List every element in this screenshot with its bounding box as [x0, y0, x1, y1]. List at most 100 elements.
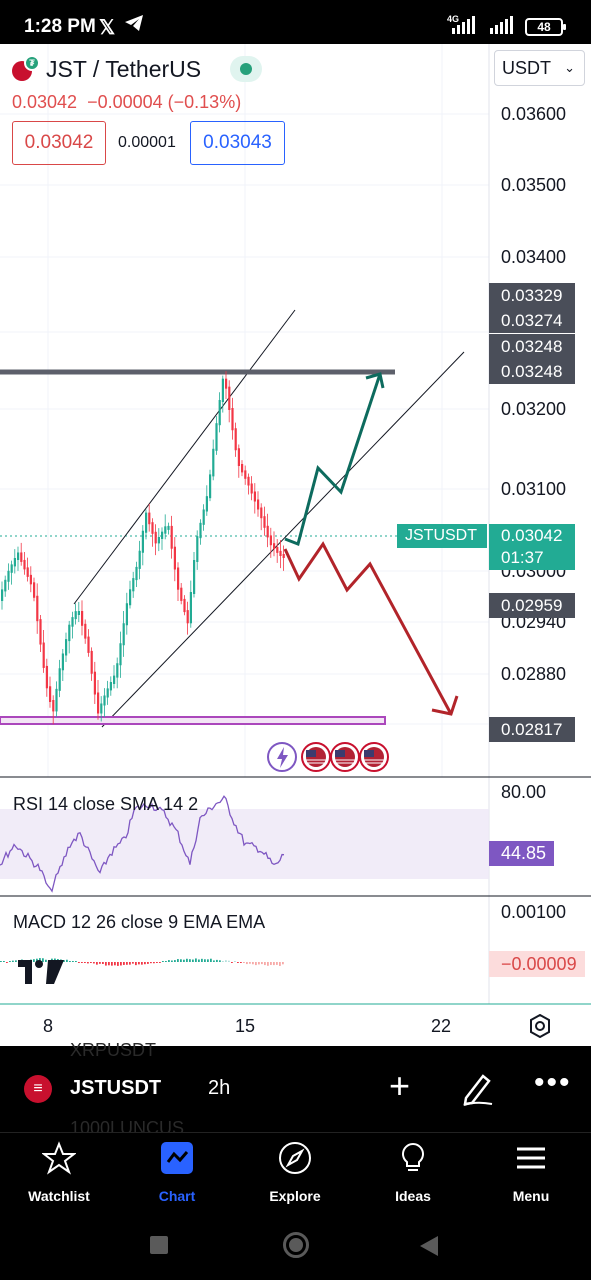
- interval-selector[interactable]: 2h: [208, 1077, 231, 1099]
- price-tag[interactable]: 0.02959: [489, 593, 575, 618]
- candle-body: [125, 603, 128, 626]
- sell-button[interactable]: 0.03042: [12, 121, 106, 165]
- candle-body: [186, 610, 189, 624]
- star-icon: [42, 1141, 76, 1175]
- macd-bar: [261, 962, 263, 965]
- candle-body: [180, 587, 183, 601]
- chart-icon: [161, 1142, 193, 1174]
- candle-body: [273, 543, 276, 550]
- price-tag[interactable]: 0.03274: [489, 308, 575, 333]
- candle-body: [17, 552, 20, 560]
- macd-bar: [153, 962, 155, 964]
- candle-body: [221, 378, 224, 402]
- candle-body: [106, 688, 109, 698]
- macd-bar: [144, 962, 146, 965]
- symbol-selector[interactable]: JSTUSDT: [70, 1077, 162, 1099]
- macd-bar: [138, 962, 140, 965]
- candle-body: [177, 567, 180, 590]
- lightbulb-icon: [402, 1142, 424, 1171]
- macd-bar: [84, 962, 86, 963]
- candle-body: [164, 526, 167, 534]
- bar-countdown: 01:37: [501, 548, 544, 567]
- candle-body: [170, 525, 173, 549]
- rsi-line: [0, 795, 285, 893]
- price-tag[interactable]: 0.03248: [489, 334, 575, 359]
- candle-body: [161, 531, 164, 539]
- price-tag[interactable]: 0.02817: [489, 717, 575, 742]
- macd-bar: [171, 960, 173, 962]
- candle-body: [205, 496, 208, 512]
- candle-body: [260, 507, 263, 519]
- macd-bar: [174, 960, 176, 962]
- macd-bar: [141, 962, 143, 965]
- candle-body: [129, 589, 132, 606]
- candle-body: [29, 574, 32, 585]
- network-type: 4G: [447, 14, 460, 24]
- candle-body: [116, 663, 119, 678]
- candle-body: [257, 499, 260, 510]
- candle-body: [77, 611, 80, 615]
- signal-icon: [452, 16, 475, 34]
- buy-button[interactable]: 0.03043: [190, 121, 285, 165]
- battery-level: 48: [537, 20, 551, 34]
- price-tag[interactable]: 0.03329: [489, 283, 575, 308]
- macd-bar: [189, 959, 191, 962]
- candle-body: [26, 567, 29, 577]
- nav-label: Menu: [512, 1188, 550, 1204]
- candle-body: [68, 624, 71, 642]
- candle-body: [241, 464, 244, 473]
- macd-bar: [150, 962, 152, 964]
- symbol-toolbar: XRPUSDT 1000LUNCUS ≡ JSTUSDT 2h + •••: [0, 1040, 591, 1138]
- nav-menu[interactable]: Menu: [481, 1133, 581, 1213]
- candle-body: [138, 550, 141, 569]
- rsi-title[interactable]: RSI 14 close SMA 14 2: [13, 794, 199, 814]
- bullish-scenario-arrow: [284, 373, 382, 547]
- macd-bar: [132, 962, 134, 964]
- hamburger-icon: [517, 1147, 545, 1169]
- drawing-pen-icon[interactable]: [461, 1070, 495, 1106]
- nav-label: Chart: [158, 1188, 196, 1204]
- macd-bar: [243, 962, 245, 963]
- chart-canvas[interactable]: [0, 44, 591, 1046]
- home-icon[interactable]: [283, 1232, 309, 1258]
- macd-bar: [282, 962, 284, 965]
- macd-bar: [255, 962, 257, 966]
- candle-body: [266, 525, 269, 538]
- nav-explore[interactable]: Explore: [245, 1133, 345, 1213]
- back-icon[interactable]: [420, 1236, 438, 1256]
- macd-bar: [15, 960, 17, 962]
- candle-body: [151, 522, 154, 534]
- candle-body: [135, 566, 138, 581]
- candle-body: [228, 386, 231, 410]
- candle-body: [209, 474, 212, 499]
- recents-icon[interactable]: [150, 1236, 168, 1254]
- plus-icon[interactable]: +: [389, 1065, 411, 1106]
- candle-body: [84, 623, 87, 639]
- macd-title[interactable]: MACD 12 26 close 9 EMA EMA: [13, 912, 266, 932]
- candle-body: [113, 675, 116, 684]
- candle-body: [132, 578, 135, 592]
- symbol-title[interactable]: JST / TetherUS: [46, 56, 202, 82]
- macd-value-tag: −0.00009: [489, 951, 585, 977]
- candle-body: [247, 476, 250, 486]
- currency-select[interactable]: USDT ⌄: [494, 50, 585, 86]
- chart-area[interactable]: ₮ JST / TetherUS 0.03042 −0.00004 (−0.13%)…: [0, 44, 591, 1046]
- price-axis-label: 0.03100: [501, 479, 567, 499]
- candle-body: [36, 595, 39, 622]
- more-icon[interactable]: •••: [534, 1066, 572, 1099]
- settings-gear-icon[interactable]: [528, 1013, 552, 1039]
- macd-bar: [231, 962, 233, 963]
- price-change-pct: (−0.13%): [167, 92, 242, 112]
- macd-bar: [258, 962, 260, 965]
- macd-bar: [78, 962, 80, 963]
- support-zone: [0, 716, 386, 725]
- candle-body: [193, 560, 196, 594]
- price-tag[interactable]: 0.03248: [489, 359, 575, 384]
- candle-body: [58, 668, 61, 691]
- bearish-scenario-arrow: [283, 541, 453, 715]
- nav-ideas[interactable]: Ideas: [363, 1133, 463, 1213]
- nav-chart[interactable]: Chart: [127, 1133, 227, 1213]
- market-status-icon[interactable]: [230, 56, 262, 82]
- candle-body: [225, 378, 228, 389]
- nav-watchlist[interactable]: Watchlist: [9, 1133, 109, 1213]
